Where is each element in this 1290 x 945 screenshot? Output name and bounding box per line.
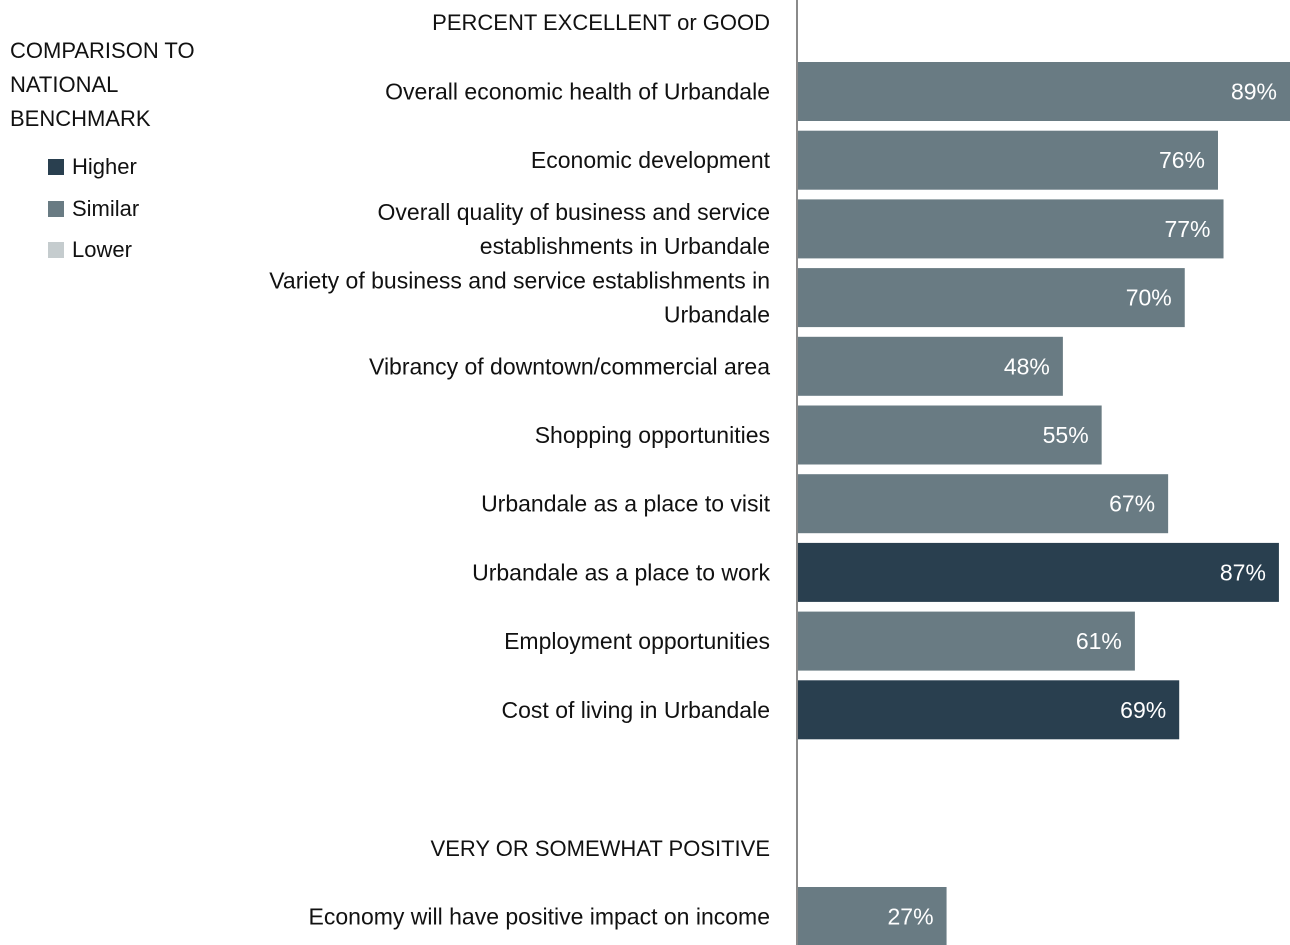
category-label: Overall quality of business and service e… (378, 199, 770, 259)
value-label: 69% (1120, 697, 1166, 723)
bar (798, 680, 1180, 740)
category-label: Vibrancy of downtown/commercial area (369, 353, 770, 379)
bar (798, 268, 1185, 328)
value-label: 67% (1109, 491, 1155, 517)
category-label: Urbandale as a place to visit (481, 491, 771, 517)
group-heading: PERCENT EXCELLENT or GOOD (432, 10, 770, 35)
value-label: 77% (1164, 216, 1210, 242)
category-label: Variety of business and service establis… (269, 268, 770, 328)
legend-label-higher: Higher (72, 154, 137, 179)
bar (798, 542, 1279, 602)
category-label: Shopping opportunities (535, 422, 770, 448)
category-label: Cost of living in Urbandale (502, 697, 770, 723)
value-label: 70% (1126, 285, 1172, 311)
category-label: Economic development (531, 147, 771, 173)
value-label: 61% (1076, 628, 1122, 654)
bar (798, 887, 947, 945)
legend-swatch-lower (48, 242, 64, 258)
bar (798, 62, 1290, 121)
value-label: 87% (1220, 559, 1266, 585)
value-label: 76% (1159, 147, 1205, 173)
value-label: 27% (888, 904, 934, 930)
category-label: Urbandale as a place to work (472, 559, 770, 585)
group-heading: VERY OR SOMEWHAT POSITIVE (431, 836, 770, 861)
legend-item-similar: Similar (48, 194, 139, 224)
legend-swatch-higher (48, 159, 64, 175)
value-label: 89% (1231, 79, 1277, 105)
category-label: Economy will have positive impact on inc… (309, 904, 770, 930)
legend-label-lower: Lower (72, 237, 132, 262)
legend-title: COMPARISON TO NATIONAL BENCHMARK (10, 38, 195, 131)
bar (798, 336, 1063, 396)
legend-label-similar: Similar (72, 196, 140, 221)
bar (798, 611, 1135, 671)
legend-swatch-similar (48, 201, 64, 217)
value-label: 55% (1043, 422, 1089, 448)
value-label: 48% (1004, 353, 1050, 379)
legend-item-lower: Lower (48, 235, 132, 265)
legend-item-higher: Higher (48, 152, 137, 182)
bar (798, 405, 1102, 465)
category-label: Employment opportunities (504, 628, 770, 654)
bar (798, 474, 1169, 534)
category-label: Overall economic health of Urbandale (385, 79, 770, 105)
bar (798, 130, 1218, 190)
bar (798, 199, 1224, 259)
